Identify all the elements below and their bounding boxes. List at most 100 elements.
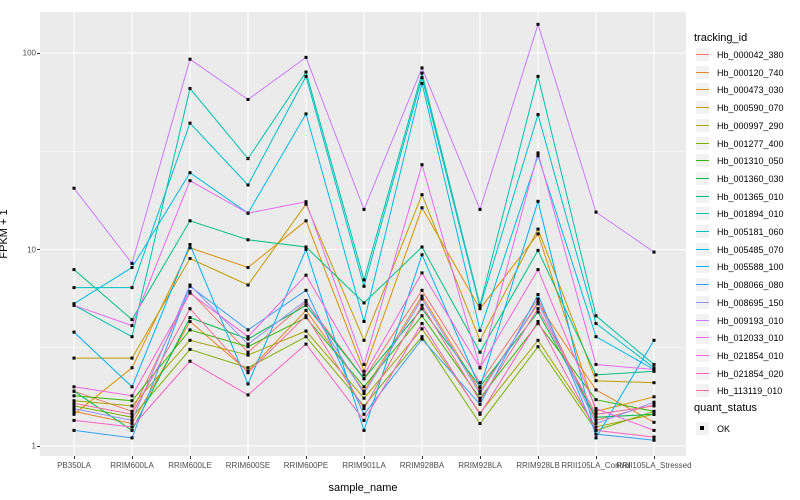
data-point — [536, 320, 540, 323]
data-point — [652, 369, 656, 373]
data-point — [652, 420, 656, 424]
data-point — [72, 286, 76, 290]
data-point — [536, 310, 540, 314]
legend-key-line-icon — [696, 54, 709, 55]
data-point — [652, 395, 656, 399]
data-point — [304, 335, 308, 339]
data-point — [304, 248, 308, 251]
data-point — [246, 283, 250, 287]
data-point — [246, 366, 250, 370]
y-tick-label: 100 — [22, 48, 36, 58]
data-point — [536, 113, 540, 117]
legend-key-line-icon — [696, 124, 709, 126]
data-point — [594, 409, 598, 413]
legend-key-line-icon — [696, 177, 709, 179]
data-point — [478, 381, 482, 385]
legend-title-quant-status: quant_status — [694, 402, 757, 414]
data-point — [304, 316, 308, 320]
data-point — [304, 300, 308, 304]
data-point — [420, 303, 424, 307]
data-point — [536, 338, 540, 342]
legend-key-line-icon — [696, 248, 709, 250]
data-point — [594, 415, 598, 419]
data-point — [652, 404, 656, 408]
legend-key-line-icon — [696, 372, 709, 374]
data-point — [304, 288, 308, 292]
data-point — [478, 366, 482, 370]
data-point — [420, 76, 424, 80]
data-point — [478, 392, 482, 395]
data-point — [188, 291, 192, 295]
data-point — [304, 219, 308, 223]
data-point — [536, 268, 540, 272]
data-point — [594, 335, 598, 339]
data-point — [246, 98, 250, 101]
data-point — [652, 438, 656, 442]
data-point — [362, 377, 366, 381]
data-point — [72, 412, 76, 416]
legend-key-box — [696, 101, 709, 115]
data-point — [72, 268, 76, 272]
data-point — [188, 316, 192, 320]
data-point — [652, 366, 656, 370]
data-point — [188, 171, 192, 175]
data-point — [362, 428, 366, 432]
data-point — [130, 318, 134, 322]
x-tick-label: RRIM600LA — [110, 461, 154, 470]
x-tick-label: RRIM928LA — [458, 461, 502, 470]
x-tick-mark — [596, 456, 597, 459]
data-point — [420, 307, 424, 311]
data-point — [130, 366, 134, 370]
legend-item-label: Hb_012033_010 — [717, 333, 784, 344]
data-point — [536, 300, 540, 304]
x-tick-label: RRII105LA_Stressed — [616, 461, 692, 470]
legend-item-label: Hb_005181_060 — [717, 227, 784, 237]
y-tick-label: 1 — [31, 441, 36, 451]
x-tick-mark — [538, 456, 539, 459]
x-axis-title: sample_name — [328, 482, 398, 494]
data-point — [652, 381, 656, 385]
data-point — [594, 379, 598, 383]
x-tick-label: RRIM928BA — [399, 461, 445, 470]
data-point — [652, 363, 656, 366]
data-point — [420, 163, 424, 167]
square-point-icon — [700, 426, 704, 430]
data-point — [536, 248, 540, 252]
data-point — [246, 350, 250, 354]
data-point — [246, 382, 250, 386]
legend-item-label: Hb_000042_380 — [717, 50, 784, 60]
data-point — [246, 345, 250, 349]
data-point — [246, 328, 250, 332]
data-point — [188, 320, 192, 323]
legend-key-line-icon — [696, 354, 709, 356]
data-point — [594, 425, 598, 429]
x-tick-label: RRIM600LE — [168, 461, 212, 470]
data-point — [420, 337, 424, 341]
data-point — [130, 385, 134, 389]
data-point — [420, 66, 424, 70]
data-point — [594, 314, 598, 318]
data-point — [652, 412, 656, 416]
data-point — [536, 307, 540, 311]
data-point — [420, 314, 424, 318]
data-point — [420, 327, 424, 331]
x-tick-mark — [480, 456, 481, 459]
legend-item-label: Hb_113119_010 — [717, 386, 783, 397]
x-tick-mark — [190, 456, 191, 459]
data-point — [362, 418, 366, 422]
data-point — [246, 353, 250, 357]
legend-key-line-icon — [696, 301, 709, 303]
data-point — [130, 428, 134, 432]
data-point — [362, 338, 366, 342]
data-point — [188, 219, 192, 223]
data-point — [536, 154, 540, 158]
legend-key-box — [696, 65, 709, 79]
data-point — [420, 271, 424, 275]
legend-key-line-icon — [696, 319, 709, 321]
data-point — [130, 412, 134, 416]
legend-item-label: Hb_021854_010 — [717, 350, 784, 361]
data-point — [478, 207, 482, 211]
data-point — [594, 373, 598, 377]
data-point — [130, 399, 134, 403]
data-point — [188, 57, 192, 61]
